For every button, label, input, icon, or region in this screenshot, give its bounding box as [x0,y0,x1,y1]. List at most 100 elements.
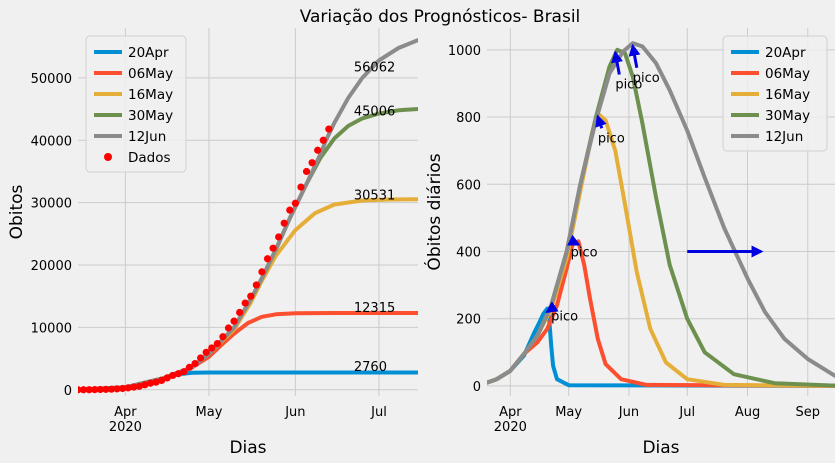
y-tick-label: 400 [456,245,481,260]
data-point [135,382,143,390]
legend-label: 30May [765,108,810,124]
data-point [79,386,88,394]
figure-title: Variação dos Prognósticos- Brasil [300,7,581,27]
data-point [219,333,227,341]
legend-label: 12Jun [128,129,166,145]
data-point [85,386,93,394]
y-tick-label: 20000 [31,259,72,274]
data-point [258,268,266,276]
annotation-arrow [545,301,559,313]
legend-marker [104,153,112,161]
annotation-label: 2760 [354,360,387,375]
annotation-arrow [595,114,607,129]
x-tick-label: Aug [735,405,760,420]
legend-label: 12Jun [765,129,803,145]
legend: 20Apr 06May 16May 30May 12Jun [722,35,828,152]
data-point [213,340,221,348]
series-line [487,111,835,388]
data-point [130,383,138,391]
legend-label: 16May [765,87,810,103]
legend-label: 06May [765,66,810,82]
x-tick-label: Apr [499,405,522,420]
data-point [152,378,160,386]
legend-label: Dados [128,150,171,166]
y-tick-label: 1000 [448,44,481,59]
legend-label: 16May [128,87,173,103]
data-point [197,354,205,362]
data-point [291,199,299,207]
data-point [124,384,132,392]
y-tick-label: 800 [456,111,481,126]
annotation-arrow [628,43,641,69]
data-point [224,324,233,332]
data-point [191,359,199,368]
data-point [263,255,272,263]
data-point [286,206,294,214]
data-point [185,363,194,371]
y-tick-label: 50000 [31,72,72,87]
x-tick-label: May [196,405,223,420]
annotation-label: 56062 [354,61,395,76]
x-tick-label: Jun [284,405,305,420]
annotation-label: pico [615,77,642,92]
data-point [96,385,104,394]
data-point [230,317,238,325]
data-point [280,219,288,227]
series-line [487,239,835,388]
annotation-arrow [567,234,581,246]
data-point [163,374,171,382]
legend-label: 20Apr [765,45,806,61]
data-point [113,385,121,393]
cumulative-deaths-panel: Apr May Jun Jul 2020 0 10000 20000 30000 40000 500… [7,28,418,458]
x-year-label: 2020 [109,420,142,435]
data-point [319,136,327,144]
legend-label: 20Apr [128,45,169,61]
x-tick-label: May [555,405,582,420]
data-point [241,299,249,307]
legend: 20Apr 06May 16May 30May 12Jun Dados [85,35,187,173]
legend-label: 06May [128,66,173,82]
series-line [487,41,835,385]
y-tick-label: 30000 [31,197,72,212]
annotation-label: 45006 [354,104,395,119]
data-point [308,159,316,167]
data-point [107,385,116,393]
grid [487,28,835,396]
data-point [247,292,255,300]
annotation-label: pico [598,131,625,146]
x-tick-label: Apr [114,405,137,420]
data-point [269,244,277,252]
x-tick-label: Jul [678,405,695,420]
data-point [180,368,188,376]
daily-deaths-panel: Apr May Jun Jul Aug Sep 2020 0 200 400 600 800 1000 D… [423,28,835,458]
data-point [236,308,244,317]
data-point [297,183,305,191]
data-point [275,233,283,241]
data-point [169,371,177,380]
data-point [252,281,260,289]
x-tick-label: Jul [370,405,387,420]
x-axis-label: Dias [642,438,679,458]
data-point [314,146,322,154]
legend-box [722,35,828,152]
data-point [208,344,216,352]
x-year-label: 2020 [494,420,527,435]
annotation-label: pico [633,71,660,86]
annotation-arrow [611,50,623,75]
data-point [141,381,149,389]
data-point [302,167,311,176]
y-axis-label: Óbitos diários [423,153,445,270]
y-tick-label: 40000 [31,134,72,149]
data-point [146,379,155,387]
data-point [325,125,333,133]
plot-area [78,38,418,394]
y-tick-label: 0 [473,380,481,395]
legend-label: 30May [128,108,173,124]
data-point [174,370,182,378]
annotation-label: pico [571,246,598,261]
data-point [158,376,166,385]
data-point [202,348,210,356]
x-tick-label: Sep [796,405,821,420]
annotation-label: 30531 [354,189,395,204]
data-point [102,385,110,393]
